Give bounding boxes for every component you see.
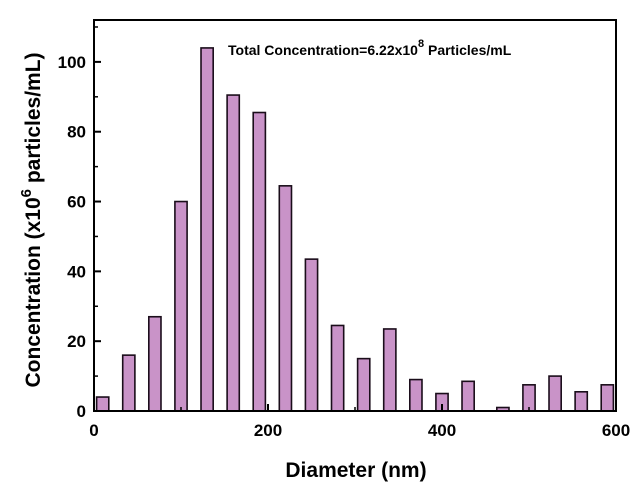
bar	[461, 380, 475, 412]
bar	[148, 315, 162, 412]
bar	[200, 47, 214, 412]
x-tick-label: 400	[428, 421, 456, 440]
y-tick-label: 40	[67, 262, 86, 281]
y-tick-label: 20	[67, 332, 86, 351]
y-axis-title: Concentration (x106 particles/mL)	[18, 52, 45, 387]
x-axis-title: Diameter (nm)	[285, 459, 426, 482]
y-tick-label: 80	[67, 123, 86, 142]
bar	[174, 200, 188, 412]
bar	[121, 354, 136, 412]
bar	[356, 357, 371, 412]
bar	[548, 375, 562, 412]
bar	[252, 111, 267, 412]
bar	[95, 396, 110, 412]
annotation-total-concentration: Total Concentration=6.22x108 Particles/m…	[228, 38, 512, 58]
y-tick-label: 100	[58, 53, 86, 72]
x-tick-label: 600	[602, 421, 630, 440]
bar	[600, 384, 615, 412]
axis-ticks	[93, 26, 617, 412]
plot-frame	[93, 19, 617, 412]
y-tick-label: 60	[67, 193, 86, 212]
x-tick-label: 200	[254, 421, 282, 440]
bar	[226, 94, 241, 412]
bar	[330, 324, 345, 412]
y-tick-label: 0	[77, 402, 86, 421]
tick-labels: 0 200 400 600 0 20 40 60 80 100	[58, 53, 631, 440]
bar-series	[95, 47, 615, 412]
bar	[278, 185, 293, 412]
bar	[409, 378, 423, 412]
bar	[304, 258, 319, 412]
bar	[574, 390, 589, 412]
x-tick-label: 0	[89, 421, 98, 440]
bar	[382, 328, 397, 412]
